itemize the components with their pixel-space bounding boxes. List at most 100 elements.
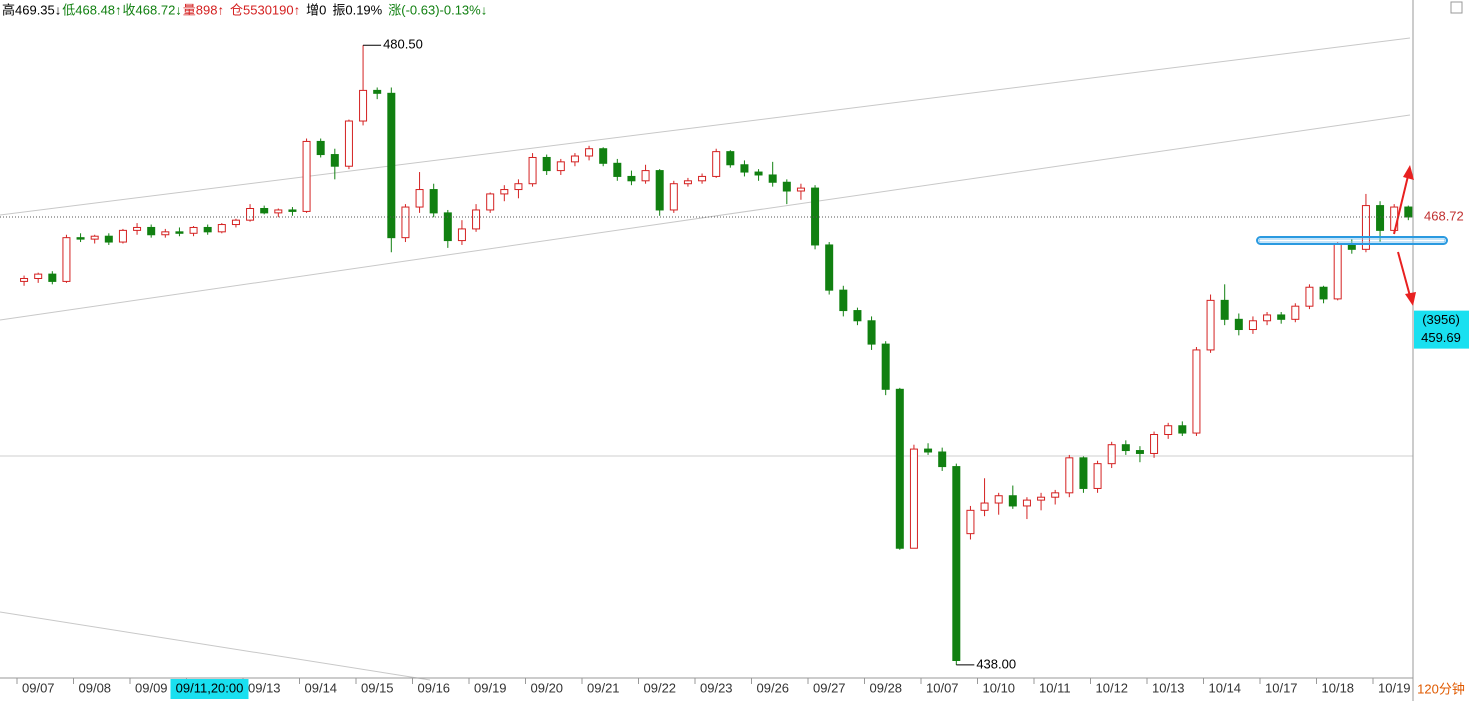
candle-body [980, 502, 989, 511]
candle-body [1121, 444, 1130, 452]
candle-body [373, 89, 382, 94]
candle-body [952, 466, 961, 662]
candle-body [1248, 320, 1257, 331]
x-tick-label: 09/20 [531, 680, 564, 695]
candle-body [1361, 205, 1370, 250]
crosshair-price: 459.69 [1421, 330, 1461, 345]
candle-body [401, 206, 410, 239]
header: 高469.35↓ 低468.48↑ 收468.72↓ 量898↑ 仓5530190↑ 增0… [2, 2, 487, 17]
candle-body [514, 183, 523, 191]
crosshair-count: (3956) [1422, 312, 1460, 327]
candle-body [274, 209, 283, 214]
candle-body [486, 193, 495, 211]
candle-body [994, 495, 1003, 504]
candle-body [867, 320, 876, 345]
candle-body [415, 189, 424, 208]
candle-body [104, 235, 113, 243]
x-tick-label: 10/13 [1152, 680, 1185, 695]
x-tick-label: 09/21 [587, 680, 620, 695]
candle-body [429, 189, 438, 214]
crosshair-time-box [170, 679, 249, 699]
candle-body [1192, 349, 1201, 434]
header-item: 高469.35↓ [2, 2, 61, 17]
x-tick-label: 09/23 [700, 680, 733, 695]
candle-body [1037, 496, 1046, 501]
x-tick-label: 10/10 [983, 680, 1016, 695]
candle-body [161, 231, 170, 236]
candle-body [655, 170, 664, 211]
candle-body [570, 155, 579, 163]
candle-body [1376, 205, 1385, 231]
candle-body [189, 226, 198, 234]
channel-line [0, 611, 431, 681]
candle-body [62, 237, 71, 282]
candle-body [1135, 450, 1144, 454]
header-item: 涨(-0.63)-0.13%↓ [388, 2, 487, 17]
candle-body [1263, 314, 1272, 322]
arrow-head [1403, 165, 1414, 180]
candle-body [387, 92, 396, 239]
candle-body [585, 148, 594, 157]
x-tick-label: 10/14 [1209, 680, 1242, 695]
candle-body [599, 148, 608, 164]
candle-body [1220, 299, 1229, 320]
candle-body [839, 289, 848, 312]
candle-body [1178, 425, 1187, 434]
header-item: 增0 [306, 2, 326, 17]
candle-body [556, 161, 565, 172]
header-item: 振0.19% [332, 2, 382, 17]
candle-body [76, 237, 85, 240]
arrow-shaft [1397, 251, 1411, 297]
header-item: 量898↑ [183, 2, 224, 17]
period-label: 120分钟 [1417, 681, 1465, 696]
candle-body [344, 120, 353, 167]
highlight-band-inner [1258, 238, 1446, 243]
x-tick-label: 09/13 [248, 680, 281, 695]
x-tick-label: 09/15 [361, 680, 394, 695]
x-tick-label: 09/16 [418, 680, 451, 695]
candle-body [542, 156, 551, 172]
candle-body [500, 189, 509, 195]
candle-body [966, 509, 975, 535]
candle-body [1164, 425, 1173, 436]
candle-body [288, 209, 297, 212]
x-tick-label: 09/28 [870, 680, 903, 695]
x-tick-label: 10/11 [1039, 680, 1071, 695]
candle-body [1022, 499, 1031, 507]
candle-body [330, 154, 339, 167]
candle-body [1093, 463, 1102, 489]
candle-body [20, 277, 29, 282]
last-price-label: 468.72 [1424, 208, 1464, 223]
candle-body [641, 170, 650, 182]
channel-line [0, 37, 1411, 216]
x-tick-label: 09/08 [79, 680, 112, 695]
arrow-head [1405, 292, 1416, 306]
candle-body [698, 175, 707, 182]
candle-body [627, 175, 636, 182]
crosshair-price-box [1414, 310, 1469, 349]
candle-body [1079, 457, 1088, 489]
candle-body [669, 183, 678, 211]
candle-body [1277, 314, 1286, 320]
candle-body [909, 448, 918, 549]
header-item: 低468.48↑ [62, 2, 121, 17]
candle-body [1234, 318, 1243, 331]
candle-body [147, 226, 156, 236]
arrow-shaft [1393, 175, 1409, 235]
x-tick-label: 09/19 [474, 680, 507, 695]
candle-body [938, 451, 947, 468]
candle-body [203, 226, 212, 233]
candle-body [853, 310, 862, 322]
candle-body [1404, 206, 1413, 218]
candle-body [217, 224, 226, 233]
x-tick-label: 09/26 [757, 680, 790, 695]
candle-body [34, 273, 43, 279]
candle-body [924, 448, 933, 453]
x-tick-label: 10/07 [926, 680, 959, 695]
candle-body [118, 229, 127, 243]
candle-body [1107, 444, 1116, 465]
window-button[interactable] [1450, 1, 1463, 14]
candle-body [796, 187, 805, 192]
x-tick-label: 09/22 [644, 680, 677, 695]
